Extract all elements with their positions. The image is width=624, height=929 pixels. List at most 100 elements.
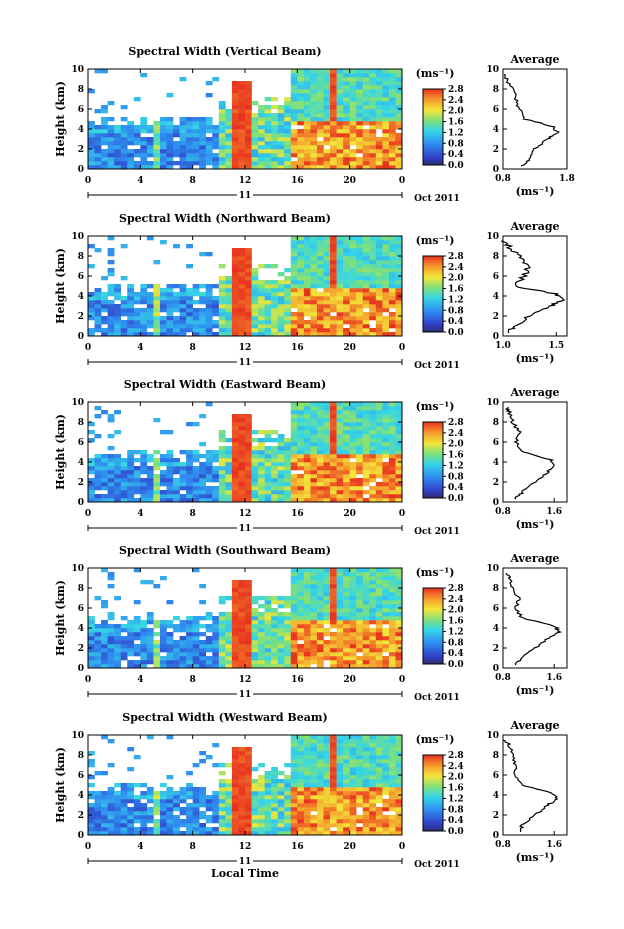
- heatmap-cell: [316, 141, 324, 146]
- heatmap-cell: [140, 292, 148, 297]
- heatmap-cell: [395, 787, 403, 792]
- heatmap-cell: [173, 660, 180, 665]
- heatmap-cell: [297, 596, 305, 601]
- heatmap-cell: [303, 272, 311, 277]
- heatmap-cell: [375, 328, 383, 333]
- heatmap-cell: [258, 787, 265, 792]
- heatmap-cell: [166, 430, 174, 435]
- heatmap-cell: [356, 105, 364, 110]
- heatmap-cell: [336, 612, 344, 617]
- heatmap-cell: [212, 616, 220, 621]
- heatmap-cell: [153, 129, 161, 134]
- avg-y-tick-label: 6: [493, 438, 499, 448]
- heatmap-cell: [290, 584, 298, 589]
- heatmap-cell: [382, 616, 390, 621]
- heatmap-cell: [205, 320, 213, 325]
- heatmap-cell: [107, 308, 115, 313]
- heatmap-cell: [356, 332, 364, 337]
- heatmap-cell: [231, 149, 239, 154]
- heatmap-cell: [192, 640, 200, 645]
- heatmap-cell: [231, 652, 239, 657]
- heatmap-cell: [159, 308, 167, 313]
- heatmap-cell: [375, 308, 383, 313]
- heatmap-cell: [297, 304, 305, 309]
- heatmap-cell: [336, 442, 344, 447]
- heatmap-cell: [153, 133, 161, 138]
- heatmap-cell: [166, 458, 174, 463]
- heatmap-cell: [356, 767, 364, 772]
- heatmap-cell: [192, 316, 200, 321]
- heatmap-cell: [245, 418, 252, 423]
- heatmap-cell: [218, 803, 226, 808]
- heatmap-cell: [192, 632, 200, 637]
- heatmap-cell: [284, 284, 292, 289]
- heatmap-cell: [114, 803, 122, 808]
- heatmap-cell: [303, 783, 311, 788]
- heatmap-cell: [330, 308, 337, 313]
- heatmap-cell: [362, 316, 370, 321]
- heatmap-cell: [336, 410, 344, 415]
- heatmap-cell: [297, 767, 305, 772]
- heatmap-cell: [303, 827, 311, 832]
- heatmap-cell: [349, 747, 357, 752]
- heatmap-cell: [166, 141, 174, 146]
- heatmap-cell: [186, 454, 193, 459]
- heatmap-cell: [238, 482, 246, 487]
- heatmap-cell: [369, 133, 377, 138]
- heatmap-cell: [107, 153, 115, 158]
- heatmap-cell: [173, 462, 180, 467]
- heatmap-cell: [336, 795, 344, 800]
- heatmap-cell: [264, 815, 272, 820]
- heatmap-cell: [205, 494, 213, 499]
- heatmap-cell: [205, 157, 213, 162]
- heatmap-cell: [382, 747, 390, 752]
- heatmap-cell: [140, 145, 148, 150]
- avg-y-tick-label: 0: [493, 498, 499, 508]
- heatmap-cell: [264, 438, 272, 443]
- heatmap-cell: [356, 414, 364, 419]
- heatmap-cell: [388, 795, 396, 800]
- heatmap-cell: [310, 494, 318, 499]
- heatmap-cell: [120, 133, 128, 138]
- heatmap-cell: [258, 799, 265, 804]
- heatmap-cell: [395, 628, 403, 633]
- heatmap-cell: [284, 466, 292, 471]
- heatmap-cell: [362, 644, 370, 649]
- heatmap-cell: [362, 426, 370, 431]
- heatmap-cell: [297, 572, 305, 577]
- heatmap-cell: [316, 482, 324, 487]
- heatmap-cell: [231, 85, 239, 90]
- heatmap-cell: [356, 584, 364, 589]
- heatmap-cell: [159, 644, 167, 649]
- heatmap-cell: [362, 791, 370, 796]
- heatmap-cell: [140, 450, 148, 455]
- heatmap-cell: [369, 442, 377, 447]
- heatmap-cell: [192, 815, 200, 820]
- y-tick-label: 10: [71, 564, 84, 574]
- heatmap-cell: [159, 498, 167, 503]
- heatmap-cell: [375, 596, 383, 601]
- heatmap-cell: [186, 482, 193, 487]
- heatmap-cell: [310, 490, 318, 495]
- heatmap-cell: [284, 787, 292, 792]
- heatmap-cell: [101, 109, 108, 114]
- heatmap-cell: [375, 604, 383, 609]
- heatmap-cell: [238, 490, 246, 495]
- heatmap-cell: [245, 759, 252, 764]
- heatmap-cell: [336, 320, 344, 325]
- heatmap-cell: [356, 410, 364, 415]
- heatmap-cell: [369, 165, 377, 170]
- heatmap-cell: [356, 458, 364, 463]
- heatmap-cell: [251, 117, 259, 122]
- heatmap-cell: [199, 161, 207, 166]
- heatmap-cell: [323, 827, 331, 832]
- heatmap-cell: [205, 636, 213, 641]
- heatmap-cell: [127, 660, 135, 665]
- heatmap-cell: [395, 304, 403, 309]
- heatmap-cell: [146, 490, 154, 495]
- heatmap-cell: [225, 438, 233, 443]
- heatmap-cell: [323, 767, 331, 772]
- heatmap-cell: [133, 292, 141, 297]
- heatmap-cell: [284, 632, 292, 637]
- heatmap-cell: [297, 161, 305, 166]
